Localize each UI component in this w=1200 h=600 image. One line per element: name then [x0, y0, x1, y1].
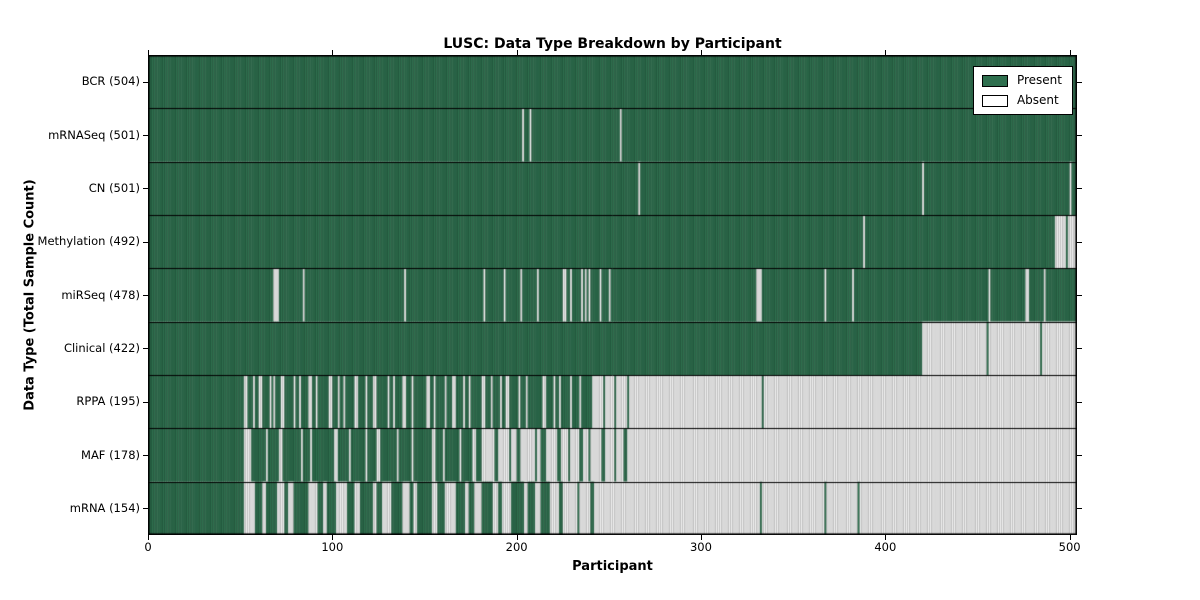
- x-tick-label: 200: [505, 540, 528, 554]
- y-tick-mark: [1077, 135, 1082, 136]
- y-tick-mark: [143, 295, 148, 296]
- y-tick-mark: [1077, 508, 1082, 509]
- chart-title: LUSC: Data Type Breakdown by Participant: [443, 36, 782, 52]
- heatmap-canvas: [148, 55, 1077, 535]
- x-tick-mark: [1070, 535, 1071, 540]
- y-tick-label: MAF (178): [81, 447, 140, 462]
- y-tick-mark: [143, 455, 148, 456]
- y-tick-mark: [143, 135, 148, 136]
- x-tick-mark: [701, 535, 702, 540]
- plot-area: Present Absent: [148, 55, 1077, 535]
- x-tick-mark: [148, 535, 149, 540]
- y-tick-mark: [1077, 82, 1082, 83]
- x-tick-label: 300: [689, 540, 712, 554]
- y-tick-mark: [1077, 402, 1082, 403]
- y-tick-mark: [143, 348, 148, 349]
- y-tick-mark: [143, 508, 148, 509]
- x-tick-mark: [1070, 50, 1071, 55]
- y-tick-label: CN (501): [88, 180, 140, 195]
- absent-swatch-icon: [981, 94, 1008, 107]
- y-tick-label: RPPA (195): [76, 394, 140, 409]
- x-tick-label: 100: [321, 540, 344, 554]
- y-tick-mark: [143, 82, 148, 83]
- y-tick-label: mRNASeq (501): [48, 127, 140, 142]
- y-tick-mark: [1077, 295, 1082, 296]
- legend-label-absent: Absent: [1016, 93, 1059, 107]
- legend: Present Absent: [972, 66, 1073, 115]
- x-tick-label: 500: [1058, 540, 1081, 554]
- y-tick-mark: [143, 188, 148, 189]
- y-tick-mark: [1077, 188, 1082, 189]
- x-tick-mark: [517, 50, 518, 55]
- y-tick-label: Methylation (492): [37, 234, 140, 249]
- x-tick-mark: [885, 50, 886, 55]
- y-tick-label: mRNA (154): [69, 500, 140, 515]
- legend-entry-absent: Absent: [981, 92, 1062, 109]
- y-tick-label: miRSeq (478): [61, 287, 140, 302]
- y-tick-mark: [143, 242, 148, 243]
- y-tick-mark: [1077, 348, 1082, 349]
- x-tick-mark: [148, 50, 149, 55]
- x-tick-label: 400: [874, 540, 897, 554]
- x-tick-mark: [517, 535, 518, 540]
- y-tick-mark: [1077, 242, 1082, 243]
- y-tick-mark: [1077, 455, 1082, 456]
- x-tick-label: 0: [144, 540, 152, 554]
- x-tick-mark: [701, 50, 702, 55]
- x-tick-mark: [332, 50, 333, 55]
- y-tick-label: Clinical (422): [63, 340, 140, 355]
- x-axis-title: Participant: [572, 559, 653, 574]
- x-tick-mark: [332, 535, 333, 540]
- y-tick-mark: [143, 402, 148, 403]
- present-swatch-icon: [981, 74, 1008, 87]
- legend-label-present: Present: [1016, 73, 1062, 87]
- legend-entry-present: Present: [981, 72, 1062, 89]
- y-tick-label: BCR (504): [81, 74, 140, 89]
- x-tick-mark: [885, 535, 886, 540]
